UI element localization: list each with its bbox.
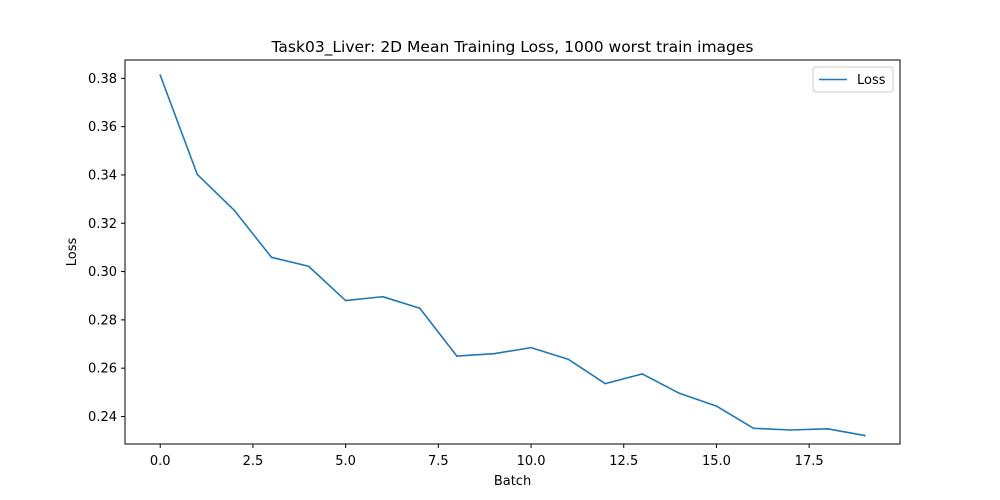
x-tick-label: 7.5 — [428, 454, 449, 469]
chart-title: Task03_Liver: 2D Mean Training Loss, 100… — [271, 38, 754, 57]
x-tick-label: 0.0 — [150, 454, 171, 469]
y-axis: 0.24 0.26 0.28 0.30 0.32 0.34 0.36 0.38 — [88, 72, 125, 425]
x-tick-label: 5.0 — [335, 454, 356, 469]
x-tick-label: 17.5 — [795, 454, 824, 469]
x-axis: 0.0 2.5 5.0 7.5 10.0 12.5 15.0 17.5 — [150, 444, 824, 469]
data-point — [233, 209, 236, 212]
legend-label-loss: Loss — [857, 73, 886, 88]
data-point — [381, 295, 384, 298]
data-point — [419, 307, 421, 310]
y-tick-label: 0.28 — [88, 313, 117, 328]
x-tick-label: 10.0 — [517, 454, 546, 469]
data-point — [196, 173, 199, 176]
x-tick-label: 15.0 — [702, 454, 731, 469]
plot-area — [159, 74, 866, 437]
y-tick-label: 0.38 — [88, 72, 117, 87]
data-point — [493, 352, 495, 355]
y-tick-label: 0.26 — [88, 362, 117, 377]
y-tick-label: 0.34 — [88, 168, 117, 183]
data-point — [863, 434, 866, 437]
y-tick-label: 0.36 — [88, 120, 117, 135]
series-line-loss — [159, 74, 866, 437]
data-point — [715, 405, 718, 407]
x-tick-label: 2.5 — [243, 454, 264, 469]
legend: Loss — [812, 66, 894, 93]
data-point — [752, 427, 755, 430]
data-point — [641, 373, 644, 375]
x-axis-label: Batch — [494, 474, 531, 489]
data-point — [456, 355, 458, 357]
data-point — [344, 299, 347, 302]
legend-box — [812, 66, 894, 93]
data-point — [307, 265, 310, 268]
data-point — [678, 392, 681, 395]
data-point — [567, 358, 569, 361]
x-tick-label: 12.5 — [609, 454, 638, 469]
data-point — [530, 346, 532, 349]
data-point — [270, 256, 273, 259]
y-tick-label: 0.32 — [88, 217, 117, 232]
y-tick-label: 0.24 — [88, 410, 117, 425]
data-point — [826, 427, 829, 430]
y-tick-label: 0.30 — [88, 265, 117, 280]
y-axis-label: Loss — [65, 238, 80, 267]
data-point — [159, 74, 162, 77]
data-point — [789, 429, 792, 431]
data-point — [604, 382, 606, 385]
plot-frame — [124, 59, 901, 445]
